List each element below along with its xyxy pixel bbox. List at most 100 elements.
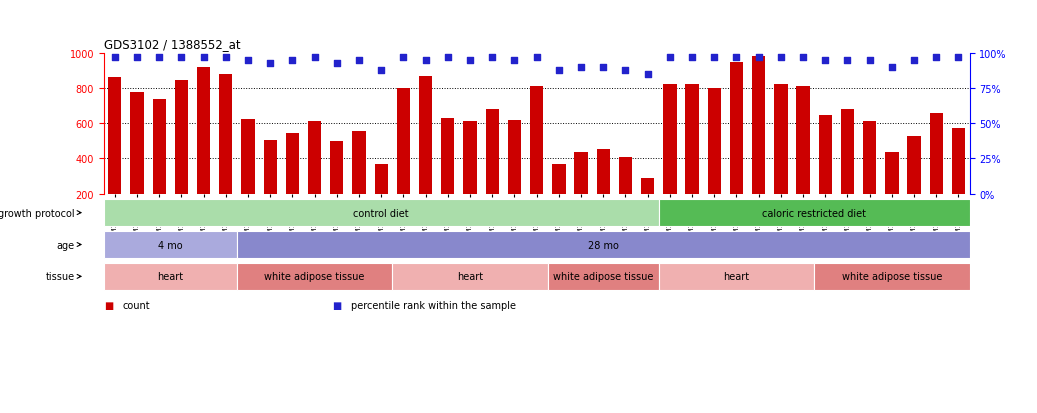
- Bar: [152, 99, 166, 194]
- Point: [706, 55, 723, 61]
- Bar: [197, 68, 211, 194]
- Bar: [863, 121, 876, 194]
- Point: [728, 55, 745, 61]
- Bar: [707, 89, 721, 194]
- Bar: [397, 89, 410, 194]
- Bar: [508, 121, 522, 194]
- Text: tissue: tissue: [46, 272, 75, 282]
- Point: [461, 57, 478, 64]
- Point: [551, 67, 567, 74]
- Point: [240, 57, 256, 64]
- Bar: [685, 84, 699, 194]
- Bar: [330, 141, 343, 194]
- Point: [773, 55, 789, 61]
- Bar: [419, 76, 432, 194]
- Point: [351, 57, 367, 64]
- Bar: [353, 132, 366, 194]
- Point: [484, 55, 501, 61]
- Text: 4 mo: 4 mo: [158, 240, 183, 250]
- Bar: [104, 232, 236, 258]
- Text: heart: heart: [158, 272, 184, 282]
- Point: [218, 55, 234, 61]
- Text: heart: heart: [457, 272, 483, 282]
- Point: [107, 55, 123, 61]
- Bar: [574, 153, 588, 194]
- Bar: [641, 178, 654, 194]
- Text: white adipose tissue: white adipose tissue: [553, 272, 653, 282]
- Bar: [236, 232, 970, 258]
- Bar: [658, 200, 970, 226]
- Bar: [219, 75, 232, 194]
- Bar: [730, 62, 744, 194]
- Bar: [485, 110, 499, 194]
- Text: age: age: [57, 240, 75, 250]
- Bar: [619, 157, 633, 194]
- Text: caloric restricted diet: caloric restricted diet: [762, 208, 866, 218]
- Point: [595, 64, 612, 71]
- Bar: [658, 263, 814, 290]
- Bar: [530, 87, 543, 194]
- Text: ■: ■: [332, 300, 341, 310]
- Bar: [814, 263, 970, 290]
- Bar: [308, 121, 321, 194]
- Text: ■: ■: [104, 300, 113, 310]
- Bar: [796, 87, 810, 194]
- Bar: [263, 140, 277, 194]
- Bar: [236, 263, 392, 290]
- Bar: [886, 153, 898, 194]
- Point: [862, 57, 878, 64]
- Point: [794, 55, 811, 61]
- Point: [306, 55, 323, 61]
- Point: [662, 55, 678, 61]
- Point: [950, 55, 966, 61]
- Point: [329, 60, 345, 67]
- Point: [173, 55, 190, 61]
- Text: heart: heart: [724, 272, 750, 282]
- Point: [373, 67, 390, 74]
- Bar: [104, 200, 658, 226]
- Point: [905, 57, 922, 64]
- Point: [528, 55, 545, 61]
- Bar: [664, 85, 676, 194]
- Point: [284, 57, 301, 64]
- Text: control diet: control diet: [354, 208, 409, 218]
- Point: [683, 55, 700, 61]
- Bar: [175, 81, 188, 194]
- Bar: [952, 129, 965, 194]
- Point: [417, 57, 433, 64]
- Bar: [131, 93, 144, 194]
- Point: [617, 67, 634, 74]
- Point: [640, 71, 656, 78]
- Text: 28 mo: 28 mo: [588, 240, 619, 250]
- Bar: [929, 113, 943, 194]
- Point: [440, 55, 456, 61]
- Bar: [552, 164, 565, 194]
- Bar: [108, 78, 121, 194]
- Bar: [441, 119, 454, 194]
- Point: [151, 55, 168, 61]
- Point: [884, 64, 900, 71]
- Text: white adipose tissue: white adipose tissue: [264, 272, 365, 282]
- Text: GDS3102 / 1388552_at: GDS3102 / 1388552_at: [104, 38, 241, 51]
- Bar: [818, 116, 832, 194]
- Bar: [596, 150, 610, 194]
- Point: [129, 55, 145, 61]
- Bar: [374, 164, 388, 194]
- Point: [817, 57, 834, 64]
- Bar: [752, 57, 765, 194]
- Point: [572, 64, 589, 71]
- Bar: [242, 119, 255, 194]
- Text: growth protocol: growth protocol: [0, 208, 75, 218]
- Text: count: count: [122, 300, 150, 310]
- Point: [395, 55, 412, 61]
- Bar: [286, 133, 299, 194]
- Bar: [104, 263, 236, 290]
- Text: percentile rank within the sample: percentile rank within the sample: [351, 300, 515, 310]
- Point: [262, 60, 279, 67]
- Bar: [464, 121, 477, 194]
- Bar: [775, 85, 787, 194]
- Point: [928, 55, 945, 61]
- Point: [195, 55, 212, 61]
- Text: white adipose tissue: white adipose tissue: [842, 272, 942, 282]
- Point: [751, 55, 767, 61]
